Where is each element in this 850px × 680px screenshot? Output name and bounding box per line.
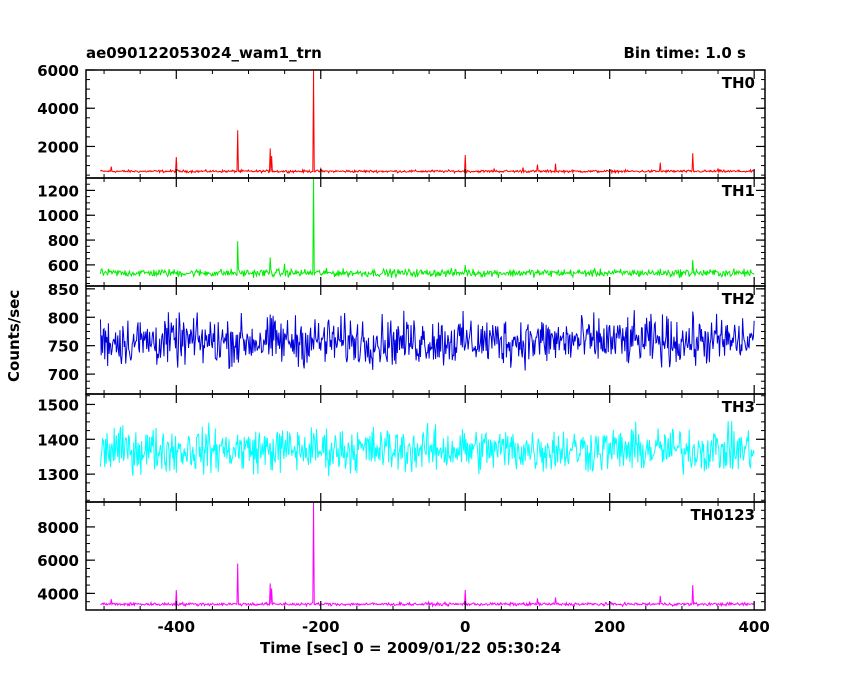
y-tick-label: 6000 xyxy=(37,552,79,570)
series-th1 xyxy=(99,177,755,279)
panel-label-th0123: TH0123 xyxy=(690,506,755,524)
y-tick-label: 4000 xyxy=(37,585,79,603)
y-tick-label: 800 xyxy=(48,309,79,327)
x-tick-label: 400 xyxy=(739,618,770,636)
y-tick-label: 4000 xyxy=(37,100,79,118)
x-tick-label: -400 xyxy=(158,618,196,636)
x-tick-label: -200 xyxy=(302,618,340,636)
y-tick-label: 1000 xyxy=(37,207,79,225)
panel-label-th3: TH3 xyxy=(722,398,755,416)
series-th0 xyxy=(100,69,755,175)
series-th3 xyxy=(99,420,755,477)
x-axis-label: Time [sec] 0 = 2009/01/22 05:30:24 xyxy=(260,639,562,657)
y-tick-label: 8000 xyxy=(37,519,79,537)
x-tick-label: 200 xyxy=(594,618,625,636)
y-tick-label: 800 xyxy=(48,232,79,250)
y-tick-label: 1200 xyxy=(37,182,79,200)
panel-label-th1: TH1 xyxy=(722,182,755,200)
y-tick-label: 700 xyxy=(48,366,79,384)
y-tick-label: 600 xyxy=(48,257,79,275)
panel-label-th2: TH2 xyxy=(722,290,755,308)
y-tick-label: 750 xyxy=(48,338,79,356)
y-tick-label: 6000 xyxy=(37,62,79,80)
x-tick-label: 0 xyxy=(460,618,470,636)
chart-title: ae090122053024_wam1_trn xyxy=(86,44,322,62)
panel-frame-th0123 xyxy=(85,501,766,611)
y-tick-label: 1400 xyxy=(37,431,79,449)
bin-time-label: Bin time: 1.0 s xyxy=(623,44,746,62)
y-tick-label: 850 xyxy=(48,281,79,299)
y-tick-label: 1300 xyxy=(37,466,79,484)
panel-label-th0: TH0 xyxy=(722,74,755,92)
series-th2 xyxy=(99,310,755,371)
panel-frame-th0 xyxy=(85,69,766,179)
panel-frame-th1 xyxy=(85,177,766,287)
y-tick-label: 2000 xyxy=(37,138,79,156)
y-tick-label: 1500 xyxy=(37,396,79,414)
series-th0123 xyxy=(100,501,755,608)
